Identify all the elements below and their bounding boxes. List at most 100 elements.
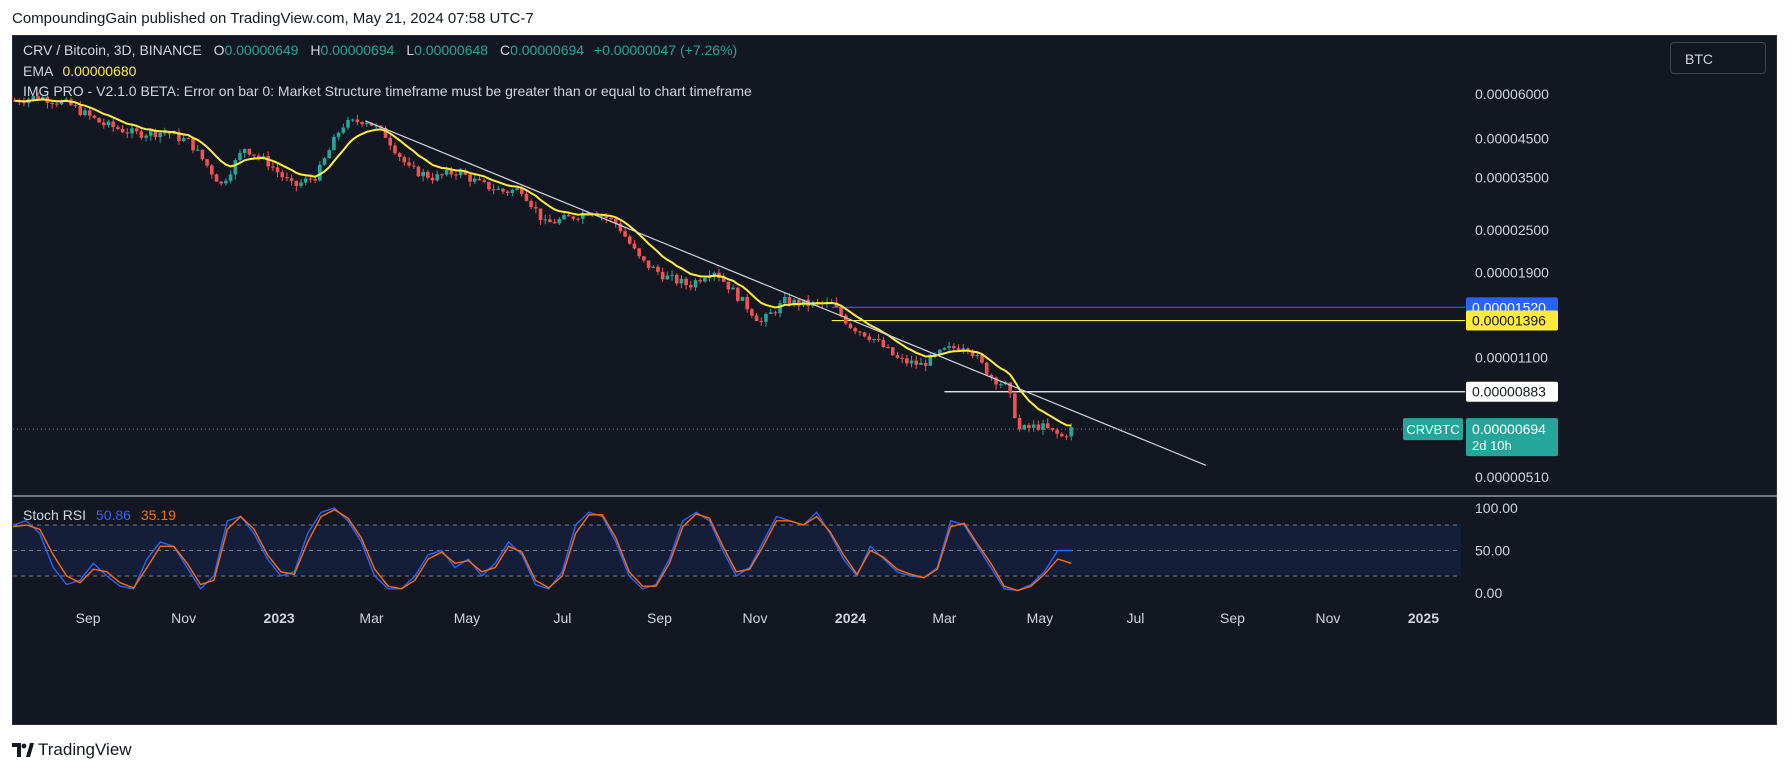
ema-legend[interactable]: EMA 0.00000680 [23,63,137,79]
stoch-k-value: 50.86 [95,507,131,523]
candle [275,167,280,173]
candle [566,215,571,217]
candle [195,149,200,151]
candle [97,117,101,123]
candle [731,287,735,290]
candle [92,115,97,118]
candle [369,122,374,126]
candle [1069,427,1074,437]
candle [848,323,853,329]
candle [181,138,186,141]
candle [519,188,524,194]
stoch-d-value: 35.19 [140,507,176,523]
y-tick-label: 0.00006000 [1475,86,1549,102]
candle [862,332,867,337]
candle [158,132,162,138]
candle [548,219,552,223]
candle [1027,425,1031,428]
last-price-value: 0.00000694 [1472,421,1546,437]
stoch-legend[interactable]: Stoch RSI 50.86 35.19 [23,507,176,523]
symbol-title[interactable]: CRV / Bitcoin, 3D, BINANCE [23,42,202,58]
candle [341,127,346,133]
x-tick-label: May [1027,610,1053,626]
candle [515,188,519,190]
symbol-tag [1403,418,1463,441]
candle [876,338,881,340]
candle [782,297,787,304]
candle [975,355,980,357]
candle [1050,428,1055,430]
candle [1064,436,1069,438]
currency-button[interactable]: BTC [1670,42,1766,74]
candle [59,100,64,105]
candle [421,171,425,177]
img-pro-legend[interactable]: IMG PRO - V2.1.0 BETA: Error on bar 0: M… [23,83,752,99]
candle [393,145,397,154]
candle [440,174,444,176]
stoch-y-tick: 0.00 [1475,585,1502,601]
candle [252,154,256,156]
y-tick-label: 0.00000510 [1475,469,1549,485]
candle [952,346,956,349]
tradingview-logo[interactable]: TradingView [12,740,132,760]
candle [454,174,458,176]
candle [867,336,872,340]
candle [552,222,557,224]
candle [364,122,369,124]
x-tick-label: 2023 [264,610,295,626]
candle [571,216,576,219]
candle [562,215,566,220]
candle [773,312,778,314]
candle [703,278,707,282]
candle [787,297,792,305]
candle [360,122,364,124]
y-tick-label: 0.00004500 [1475,131,1549,147]
candle [327,150,332,159]
candle [843,315,848,324]
candle [153,130,158,138]
candle [435,174,440,181]
candle [322,158,327,165]
chart-canvas[interactable]: 0.00006000 0.00004500 0.00003500 0.00002500… [13,36,1778,726]
candle [285,177,289,179]
x-tick-label: Sep [76,610,101,626]
candle [797,299,801,306]
candle [172,132,177,135]
y-tick-label: 0.00001900 [1475,265,1549,281]
x-tick-label: May [454,610,480,626]
candle [402,157,407,163]
candle [247,148,252,155]
publish-info: CompoundingGain published on TradingView… [12,10,534,27]
candle [534,207,538,209]
candle [134,128,139,132]
chart-frame[interactable]: 0.00006000 0.00004500 0.00003500 0.00002500… [12,35,1778,726]
y-tick-label: 0.00003500 [1475,170,1549,186]
candle [1017,417,1022,430]
candle [228,174,233,181]
candle [599,215,604,217]
candle [632,243,637,249]
candle [604,215,609,219]
close-value: 0.00000694 [510,42,585,58]
candle [346,120,350,128]
candle [411,165,416,167]
candle [87,110,92,116]
level-label-yellow: 0.00001396 [1472,313,1546,329]
candle [407,162,411,166]
ohlc-legend: CRV / Bitcoin, 3D, BINANCE O0.00000649 H… [23,42,738,58]
candle [463,170,468,175]
candle [120,128,125,133]
x-tick-label: Nov [1315,610,1340,626]
candle [768,312,773,315]
candle [966,348,970,351]
trendline[interactable] [364,120,1207,466]
candle [905,358,909,364]
stoch-y-tick: 50.00 [1475,543,1510,559]
candle [1022,425,1027,430]
candle [1045,423,1050,429]
candle [426,171,430,178]
candle [745,296,749,310]
candle [754,315,759,321]
candle [642,256,646,261]
tradingview-logo-icon [12,743,34,757]
